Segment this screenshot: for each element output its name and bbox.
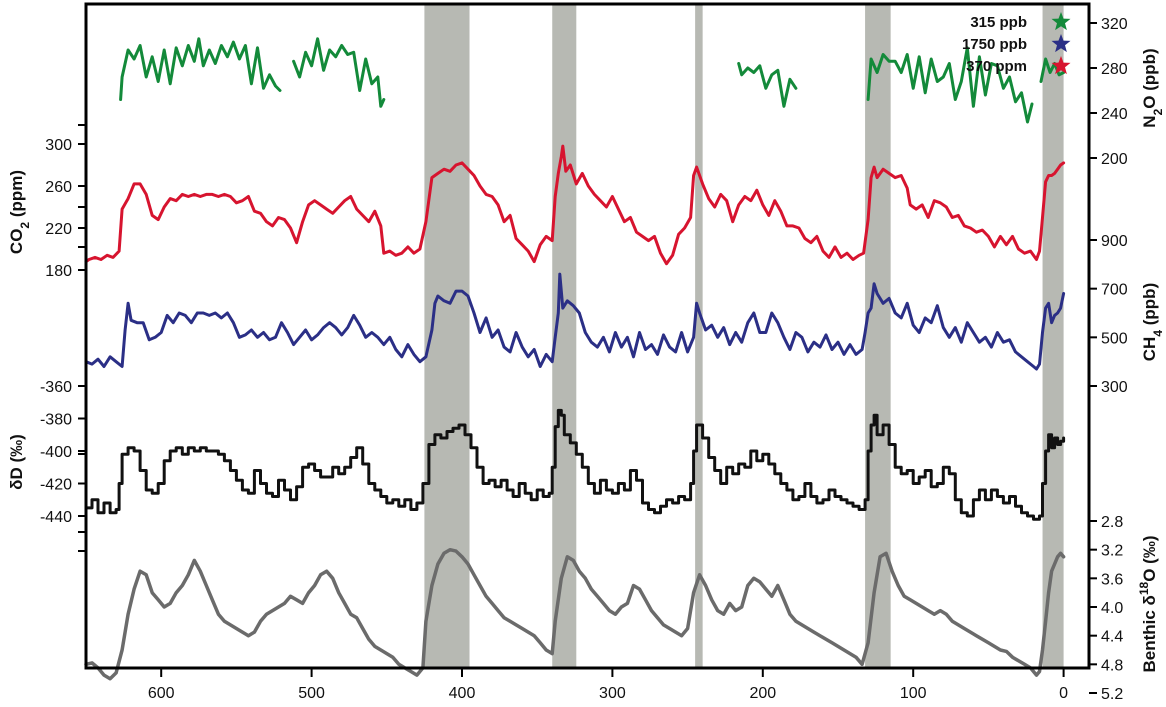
dD-line bbox=[84, 408, 1066, 521]
right-axes: 200 240 280 320 300 500 700 900 2.8 3.2 3.6 4.0 4.4 4… bbox=[1089, 16, 1128, 703]
co2-tick-label: 180 bbox=[45, 263, 72, 280]
co2-series bbox=[84, 144, 1066, 266]
n2o-axis-title-part: N bbox=[1140, 115, 1159, 127]
n2o-tick-label: 320 bbox=[1101, 16, 1128, 33]
d18o-series bbox=[84, 547, 1066, 681]
d18o-tick-label: 4.0 bbox=[1101, 600, 1123, 617]
x-tick-label: 200 bbox=[749, 685, 776, 702]
n2o-tick-label: 200 bbox=[1101, 151, 1128, 168]
dD-series bbox=[84, 408, 1066, 521]
dD-axis-title: δD (‰) bbox=[7, 434, 26, 490]
ch4-tick-label: 500 bbox=[1101, 330, 1128, 347]
x-tick-label: 300 bbox=[599, 685, 626, 702]
ch4-axis-title-part: (ppb) bbox=[1140, 283, 1159, 330]
dD-axis-title-part: δD (‰) bbox=[7, 434, 26, 490]
ch4-line bbox=[84, 272, 1066, 371]
series-layer bbox=[84, 37, 1066, 681]
co2-axis-title-part: CO bbox=[7, 229, 26, 255]
d18o-axis-title-part: Benthic δ bbox=[1140, 595, 1159, 672]
d18o-tick-label: 4.8 bbox=[1101, 657, 1123, 674]
legend-label: 315 ppb bbox=[970, 14, 1027, 31]
ch4-tick-label: 900 bbox=[1101, 233, 1128, 250]
legend-label: 1750 ppb bbox=[962, 36, 1027, 53]
d18o-tick-label: 5.2 bbox=[1101, 686, 1123, 703]
legend-label: 370 ppm bbox=[966, 58, 1027, 75]
dD-tick-label: -440 bbox=[40, 509, 72, 526]
dD-tick-label: -360 bbox=[40, 379, 72, 396]
n2o-series bbox=[119, 37, 1066, 124]
co2-tick-label: 220 bbox=[45, 221, 72, 238]
co2-tick-label: 300 bbox=[45, 137, 72, 154]
legend: 315 ppb 1750 ppb 370 ppm bbox=[962, 12, 1071, 75]
d18o-axis-title: Benthic δ18O (‰) bbox=[1137, 535, 1159, 672]
dD-tick-label: -400 bbox=[40, 444, 72, 461]
d18o-tick-label: 3.2 bbox=[1101, 543, 1123, 560]
n2o-line bbox=[1039, 57, 1066, 83]
d18o-axis-title-part: O (‰) bbox=[1140, 535, 1159, 581]
n2o-line bbox=[119, 37, 282, 101]
ch4-axis-title-part: 4 bbox=[1151, 330, 1165, 337]
co2-line bbox=[84, 144, 1066, 266]
d18o-tick-label: 3.6 bbox=[1101, 571, 1123, 588]
x-tick-label: 400 bbox=[449, 685, 476, 702]
d18o-tick-label: 4.4 bbox=[1101, 629, 1123, 646]
dD-tick-label: -380 bbox=[40, 412, 72, 429]
n2o-axis-title-part: 2 bbox=[1151, 108, 1165, 115]
star-icon bbox=[1051, 12, 1071, 31]
ch4-axis-title-part: CH bbox=[1140, 337, 1159, 362]
star-icon bbox=[1051, 34, 1071, 53]
n2o-axis-title: N2O (ppb) bbox=[1140, 48, 1165, 127]
x-tick-label: 100 bbox=[900, 685, 927, 702]
ch4-series bbox=[84, 272, 1066, 371]
n2o-tick-label: 280 bbox=[1101, 61, 1128, 78]
ch4-tick-label: 300 bbox=[1101, 379, 1128, 396]
x-tick-label: 500 bbox=[298, 685, 325, 702]
x-tick-label: 0 bbox=[1059, 685, 1068, 702]
co2-tick-label: 260 bbox=[45, 179, 72, 196]
n2o-axis-title-part: O (ppb) bbox=[1140, 48, 1159, 108]
co2-axis-title: CO2 (ppm) bbox=[7, 170, 32, 254]
interglacial-band bbox=[695, 4, 703, 668]
co2-axis-title-part: 2 bbox=[18, 222, 32, 229]
x-tick-label: 600 bbox=[148, 685, 175, 702]
x-axis: 600 500 400 300 200 100 0 bbox=[148, 668, 1068, 702]
d18o-axis-title-part: 18 bbox=[1137, 581, 1151, 595]
axis-titles: CO2 (ppm)δD (‰)N2O (ppb)CH4 (ppb)Benthic… bbox=[7, 48, 1165, 672]
n2o-line bbox=[292, 37, 386, 108]
dD-tick-label: -420 bbox=[40, 477, 72, 494]
ch4-tick-label: 700 bbox=[1101, 282, 1128, 299]
co2-axis-title-part: (ppm) bbox=[7, 170, 26, 222]
d18o-tick-label: 2.8 bbox=[1101, 514, 1123, 531]
star-icon bbox=[1051, 56, 1071, 75]
n2o-line bbox=[866, 46, 1034, 124]
ch4-axis-title: CH4 (ppb) bbox=[1140, 283, 1165, 361]
plot-frame bbox=[84, 2, 1091, 670]
n2o-line bbox=[737, 62, 798, 108]
n2o-tick-label: 240 bbox=[1101, 106, 1128, 123]
left-axes: 180 220 260 300 -440 -420 -400 -380 -360 bbox=[40, 124, 86, 552]
d18o-line bbox=[84, 547, 1066, 681]
